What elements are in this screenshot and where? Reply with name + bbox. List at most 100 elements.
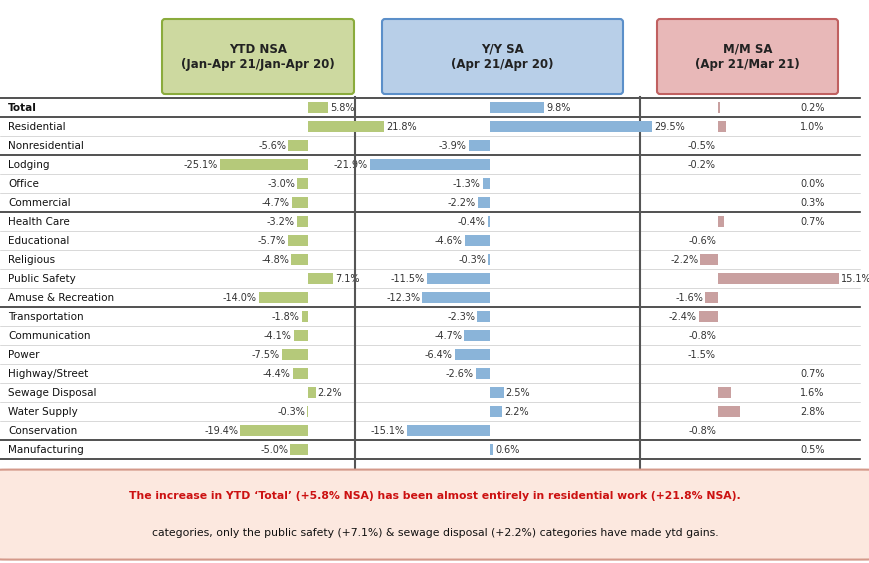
Text: 2.2%: 2.2%	[503, 406, 528, 417]
Text: -0.4%: -0.4%	[457, 217, 485, 226]
Bar	[296, 216, 308, 227]
Text: 0.2%: 0.2%	[799, 102, 824, 113]
Bar	[717, 102, 719, 113]
Bar	[291, 254, 308, 265]
Text: -25.1%: -25.1%	[183, 159, 218, 169]
Text: -0.5%: -0.5%	[687, 141, 715, 150]
Text: -7.5%: -7.5%	[251, 350, 280, 360]
Text: 0.5%: 0.5%	[799, 445, 824, 454]
Bar	[421, 292, 489, 303]
Text: -2.3%: -2.3%	[447, 311, 474, 321]
Text: Highway/Street: Highway/Street	[8, 369, 88, 378]
Text: -3.2%: -3.2%	[267, 217, 295, 226]
Text: 5.8%: 5.8%	[330, 102, 355, 113]
Text: YTD NSA
(Jan-Apr 21/Jan-Apr 20): YTD NSA (Jan-Apr 21/Jan-Apr 20)	[181, 43, 335, 70]
Bar	[307, 406, 308, 417]
Text: -19.4%: -19.4%	[204, 426, 238, 436]
Text: 9.8%: 9.8%	[545, 102, 569, 113]
FancyBboxPatch shape	[162, 19, 354, 94]
Text: 15.1%: 15.1%	[839, 274, 869, 284]
Text: Manufacturing: Manufacturing	[8, 445, 83, 454]
FancyBboxPatch shape	[381, 19, 622, 94]
Text: -4.1%: -4.1%	[263, 330, 291, 341]
Bar	[489, 102, 543, 113]
Bar	[454, 349, 489, 360]
Text: Health Care: Health Care	[8, 217, 70, 226]
Text: Communication: Communication	[8, 330, 90, 341]
Text: -0.8%: -0.8%	[687, 426, 715, 436]
Bar	[290, 444, 308, 455]
Bar	[698, 311, 717, 322]
Text: Water Supply: Water Supply	[8, 406, 77, 417]
Text: Conservation: Conservation	[8, 426, 77, 436]
Text: categories, only the public safety (+7.1%) & sewage disposal (+2.2%) categories : categories, only the public safety (+7.1…	[151, 528, 718, 538]
Text: -2.2%: -2.2%	[448, 198, 475, 208]
Text: -3.9%: -3.9%	[438, 141, 466, 150]
Text: 1.6%: 1.6%	[799, 387, 824, 397]
Bar	[464, 330, 489, 341]
Text: 0.3%: 0.3%	[799, 198, 824, 208]
Bar	[464, 235, 489, 246]
Text: -6.4%: -6.4%	[424, 350, 452, 360]
Bar	[308, 273, 333, 284]
Bar	[240, 425, 308, 436]
Bar	[302, 311, 308, 322]
Bar	[308, 121, 384, 132]
Text: -2.6%: -2.6%	[445, 369, 473, 378]
Bar	[717, 273, 838, 284]
Bar	[705, 292, 717, 303]
Text: -21.9%: -21.9%	[333, 159, 367, 169]
Bar	[489, 444, 493, 455]
Text: Y/Y SA
(Apr 21/Apr 20): Y/Y SA (Apr 21/Apr 20)	[451, 43, 553, 70]
Bar	[308, 102, 328, 113]
Text: 1.0%: 1.0%	[799, 122, 824, 132]
Bar	[717, 121, 725, 132]
Text: Amuse & Recreation: Amuse & Recreation	[8, 293, 114, 302]
Bar	[488, 254, 489, 265]
Text: Power: Power	[8, 350, 39, 360]
Bar	[489, 406, 501, 417]
Text: -12.3%: -12.3%	[386, 293, 420, 302]
Text: -5.7%: -5.7%	[257, 235, 286, 245]
Bar	[489, 387, 503, 398]
Text: -11.5%: -11.5%	[390, 274, 424, 284]
FancyBboxPatch shape	[0, 470, 869, 560]
Text: -14.0%: -14.0%	[222, 293, 256, 302]
Text: -1.3%: -1.3%	[453, 178, 481, 189]
Text: -15.1%: -15.1%	[370, 426, 404, 436]
Text: -1.5%: -1.5%	[687, 350, 715, 360]
Text: -4.7%: -4.7%	[434, 330, 461, 341]
Bar	[489, 121, 652, 132]
Text: Public Safety: Public Safety	[8, 274, 76, 284]
Bar	[717, 216, 723, 227]
Bar	[291, 197, 308, 208]
Text: 29.5%: 29.5%	[653, 122, 684, 132]
Bar	[475, 368, 489, 379]
Bar	[297, 178, 308, 189]
Text: -0.3%: -0.3%	[276, 406, 305, 417]
Bar	[288, 140, 308, 151]
Bar	[308, 387, 315, 398]
Text: 2.2%: 2.2%	[317, 387, 342, 397]
Text: -5.6%: -5.6%	[258, 141, 286, 150]
Text: Transportation: Transportation	[8, 311, 83, 321]
Text: M/M SA
(Apr 21/Mar 21): M/M SA (Apr 21/Mar 21)	[694, 43, 799, 70]
Text: -2.2%: -2.2%	[669, 254, 698, 265]
Text: -0.8%: -0.8%	[687, 330, 715, 341]
Text: -5.0%: -5.0%	[260, 445, 289, 454]
Text: -4.8%: -4.8%	[261, 254, 289, 265]
Bar	[477, 311, 489, 322]
Bar	[477, 197, 489, 208]
Text: -1.6%: -1.6%	[674, 293, 702, 302]
Text: 0.7%: 0.7%	[799, 369, 824, 378]
Text: 21.8%: 21.8%	[386, 122, 416, 132]
Bar	[488, 216, 489, 227]
Text: Total: Total	[8, 102, 36, 113]
Text: The increase in YTD ‘Total’ (+5.8% NSA) has been almost entirely in residential : The increase in YTD ‘Total’ (+5.8% NSA) …	[129, 491, 740, 501]
Text: -: -	[718, 274, 721, 284]
Bar	[220, 159, 308, 170]
Text: -4.4%: -4.4%	[262, 369, 290, 378]
Text: 0.7%: 0.7%	[799, 217, 824, 226]
Bar	[717, 406, 740, 417]
Text: 2.5%: 2.5%	[505, 387, 530, 397]
